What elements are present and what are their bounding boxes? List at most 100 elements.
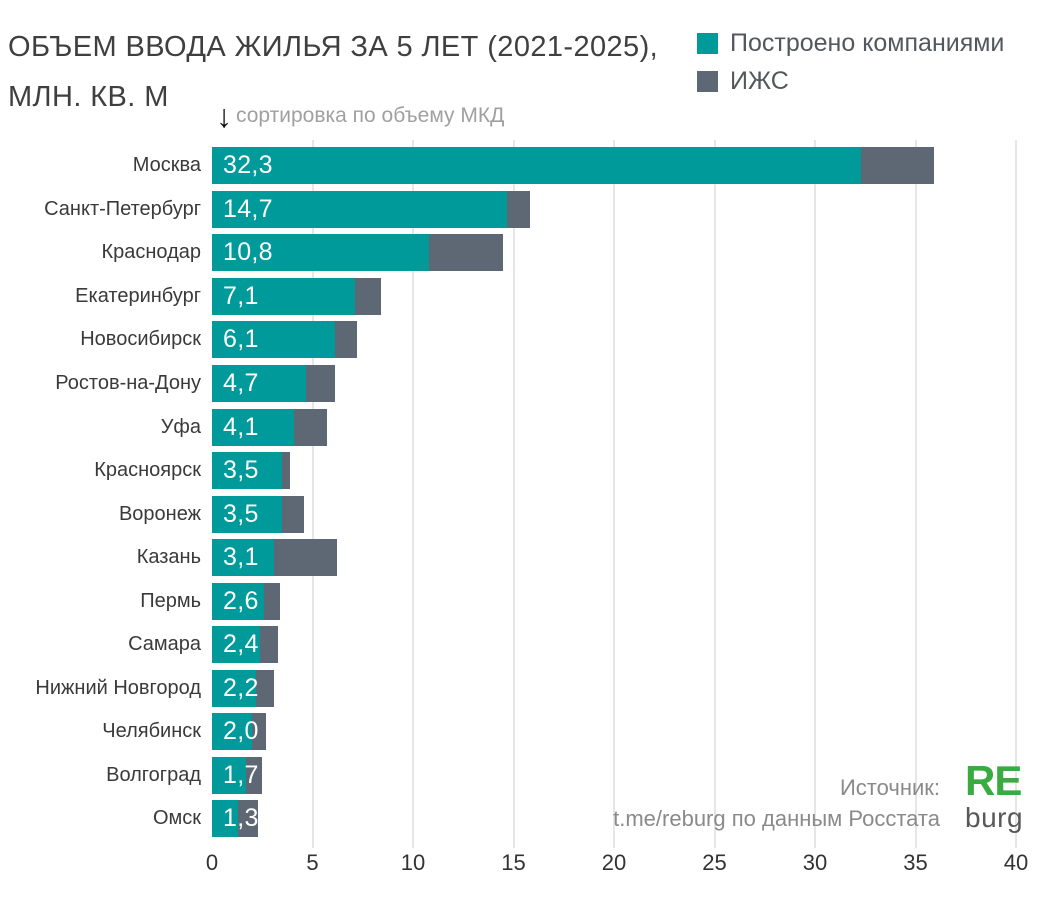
bar-row: Ростов-на-Дону 4,7 (0, 362, 1016, 406)
bar-track: 1,3 (212, 800, 1016, 838)
bar-segment-mkd: 3,5 (212, 452, 283, 490)
x-tick-label: 0 (205, 850, 219, 875)
bar-segment-izhs (238, 800, 259, 838)
x-tick-label: 35 (903, 850, 928, 875)
bar-segment-mkd: 6,1 (212, 321, 335, 359)
legend-swatch-mkd-icon (697, 33, 718, 54)
bar-row: Уфа 4,1 (0, 405, 1016, 449)
bar-segment-izhs (294, 408, 327, 446)
bar-value-label: 1,7 (223, 760, 259, 789)
bar-row: Челябинск 2,0 (0, 710, 1016, 754)
bar-track: 3,5 (212, 495, 1016, 533)
bar-segment-izhs (264, 582, 281, 620)
city-label: Самара (128, 633, 201, 656)
bar-segment-mkd: 4,7 (212, 365, 307, 402)
bar-segment-mkd: 2,2 (212, 669, 259, 707)
bar-segment-izhs (861, 147, 934, 185)
bar-segment-izhs (246, 756, 263, 794)
bar-segment-mkd: 32,3 (212, 147, 862, 185)
bar-track: 4,1 (212, 408, 1016, 446)
bar-row: Санкт-Петербург 14,7 (0, 188, 1016, 232)
bar-row: Москва 32,3 (0, 144, 1016, 188)
bar-value-label: 10,8 (223, 238, 273, 267)
city-label: Уфа (160, 415, 201, 438)
x-axis: 0 5 10 15 20 25 30 35 40 (206, 850, 1028, 880)
bar-row: Пермь 2,6 (0, 579, 1016, 623)
sort-annotation-text: сортировка по объему МКД (236, 104, 505, 127)
city-label: Нижний Новгород (35, 676, 201, 699)
gridline (613, 140, 615, 848)
bar-row: Воронеж 3,5 (0, 492, 1016, 536)
source-line1: Источник: (839, 775, 940, 800)
bar-segment-mkd: 2,0 (212, 713, 258, 751)
bar-value-label: 2,0 (223, 717, 259, 746)
x-tick-label: 25 (702, 850, 727, 875)
gridline (713, 140, 716, 848)
bar-track: 2,0 (212, 713, 1016, 751)
bar-segment-izhs (282, 495, 305, 533)
bar-value-label: 2,2 (223, 673, 259, 702)
bar-value-label: 2,4 (223, 630, 259, 659)
bar-segment-izhs (274, 539, 337, 577)
bar-segment-mkd: 1,3 (212, 800, 258, 838)
bar-segment-mkd: 3,1 (212, 539, 275, 577)
x-tick-label: 40 (1003, 850, 1029, 875)
bar-segment-izhs (252, 713, 267, 751)
city-label: Красноярск (94, 459, 201, 482)
bar-segment-mkd: 1,7 (212, 756, 258, 794)
city-label: Санкт-Петербург (44, 197, 201, 220)
gridline (814, 140, 816, 848)
legend-item-mkd: Построено компаниями (697, 29, 1004, 58)
gridline (311, 140, 314, 848)
chart-title: ОБЪЕМ ВВОДА ЖИЛЬЯ ЗА 5 ЛЕТ (2021-2025), … (8, 22, 658, 122)
plot-area: Москва 32,3 Санкт-Петербург 14,7 Краснодар 10… (0, 140, 1017, 848)
bar-segment-izhs (507, 190, 530, 228)
bar-value-label: 6,1 (223, 325, 259, 354)
bar-value-label: 32,3 (223, 151, 273, 180)
bar-value-label: 3,1 (223, 543, 259, 572)
bar-row: Краснодар 10,8 (0, 231, 1016, 275)
source-note: Источник: t.me/reburg по данным Росстата (613, 772, 940, 834)
city-label: Екатеринбург (75, 284, 201, 307)
x-tick-label: 10 (400, 850, 426, 875)
city-label: Омск (152, 807, 201, 830)
bar-row: Екатеринбург 7,1 (0, 275, 1016, 319)
chart-title-line1: ОБЪЕМ ВВОДА ЖИЛЬЯ ЗА 5 ЛЕТ (2021-2025), (8, 31, 659, 63)
bar-value-label: 4,1 (223, 412, 259, 441)
city-label: Пермь (140, 589, 201, 612)
reburg-logo-bottom: burg (965, 802, 1024, 833)
city-label: Челябинск (102, 720, 201, 743)
bar-segment-izhs (256, 669, 275, 707)
bar-track: 2,4 (212, 626, 1016, 664)
bar-segment-mkd: 10,8 (212, 234, 430, 272)
bar-row: Волгоград 1,7 (0, 754, 1016, 798)
bar-track: 2,2 (212, 669, 1016, 707)
gridline (412, 140, 414, 848)
reburg-logo-top: RE (965, 757, 1022, 804)
bar-segment-mkd: 2,6 (212, 582, 265, 620)
bar-track: 14,7 (212, 190, 1016, 228)
city-label: Воронеж (118, 502, 201, 525)
bar-row: Красноярск 3,5 (0, 449, 1016, 493)
x-tick-label: 5 (306, 850, 319, 875)
bar-segment-mkd: 7,1 (212, 277, 355, 315)
city-label: Новосибирск (80, 328, 201, 351)
bar-track: 3,5 (212, 452, 1016, 490)
city-label: Краснодар (101, 241, 201, 264)
bar-segment-mkd: 14,7 (212, 190, 508, 228)
bar-track: 7,1 (212, 277, 1016, 315)
bar-rows: Москва 32,3 Санкт-Петербург 14,7 Краснодар 10… (0, 144, 1016, 841)
city-label: Ростов-на-Дону (55, 372, 201, 394)
legend: Построено компаниями ИЖС (697, 29, 1004, 105)
bar-track: 1,7 (212, 756, 1016, 794)
bar-value-label: 1,3 (223, 804, 259, 833)
legend-label-izhs: ИЖС (730, 67, 789, 95)
bar-row: Нижний Новгород 2,2 (0, 667, 1016, 711)
x-tick-label: 20 (601, 850, 627, 875)
bar-segment-izhs (306, 365, 335, 402)
bar-track: 10,8 (212, 234, 1016, 272)
bar-value-label: 3,5 (223, 499, 259, 528)
bar-segment-izhs (354, 277, 381, 315)
gridline (512, 140, 515, 848)
bar-value-label: 3,5 (223, 456, 259, 485)
